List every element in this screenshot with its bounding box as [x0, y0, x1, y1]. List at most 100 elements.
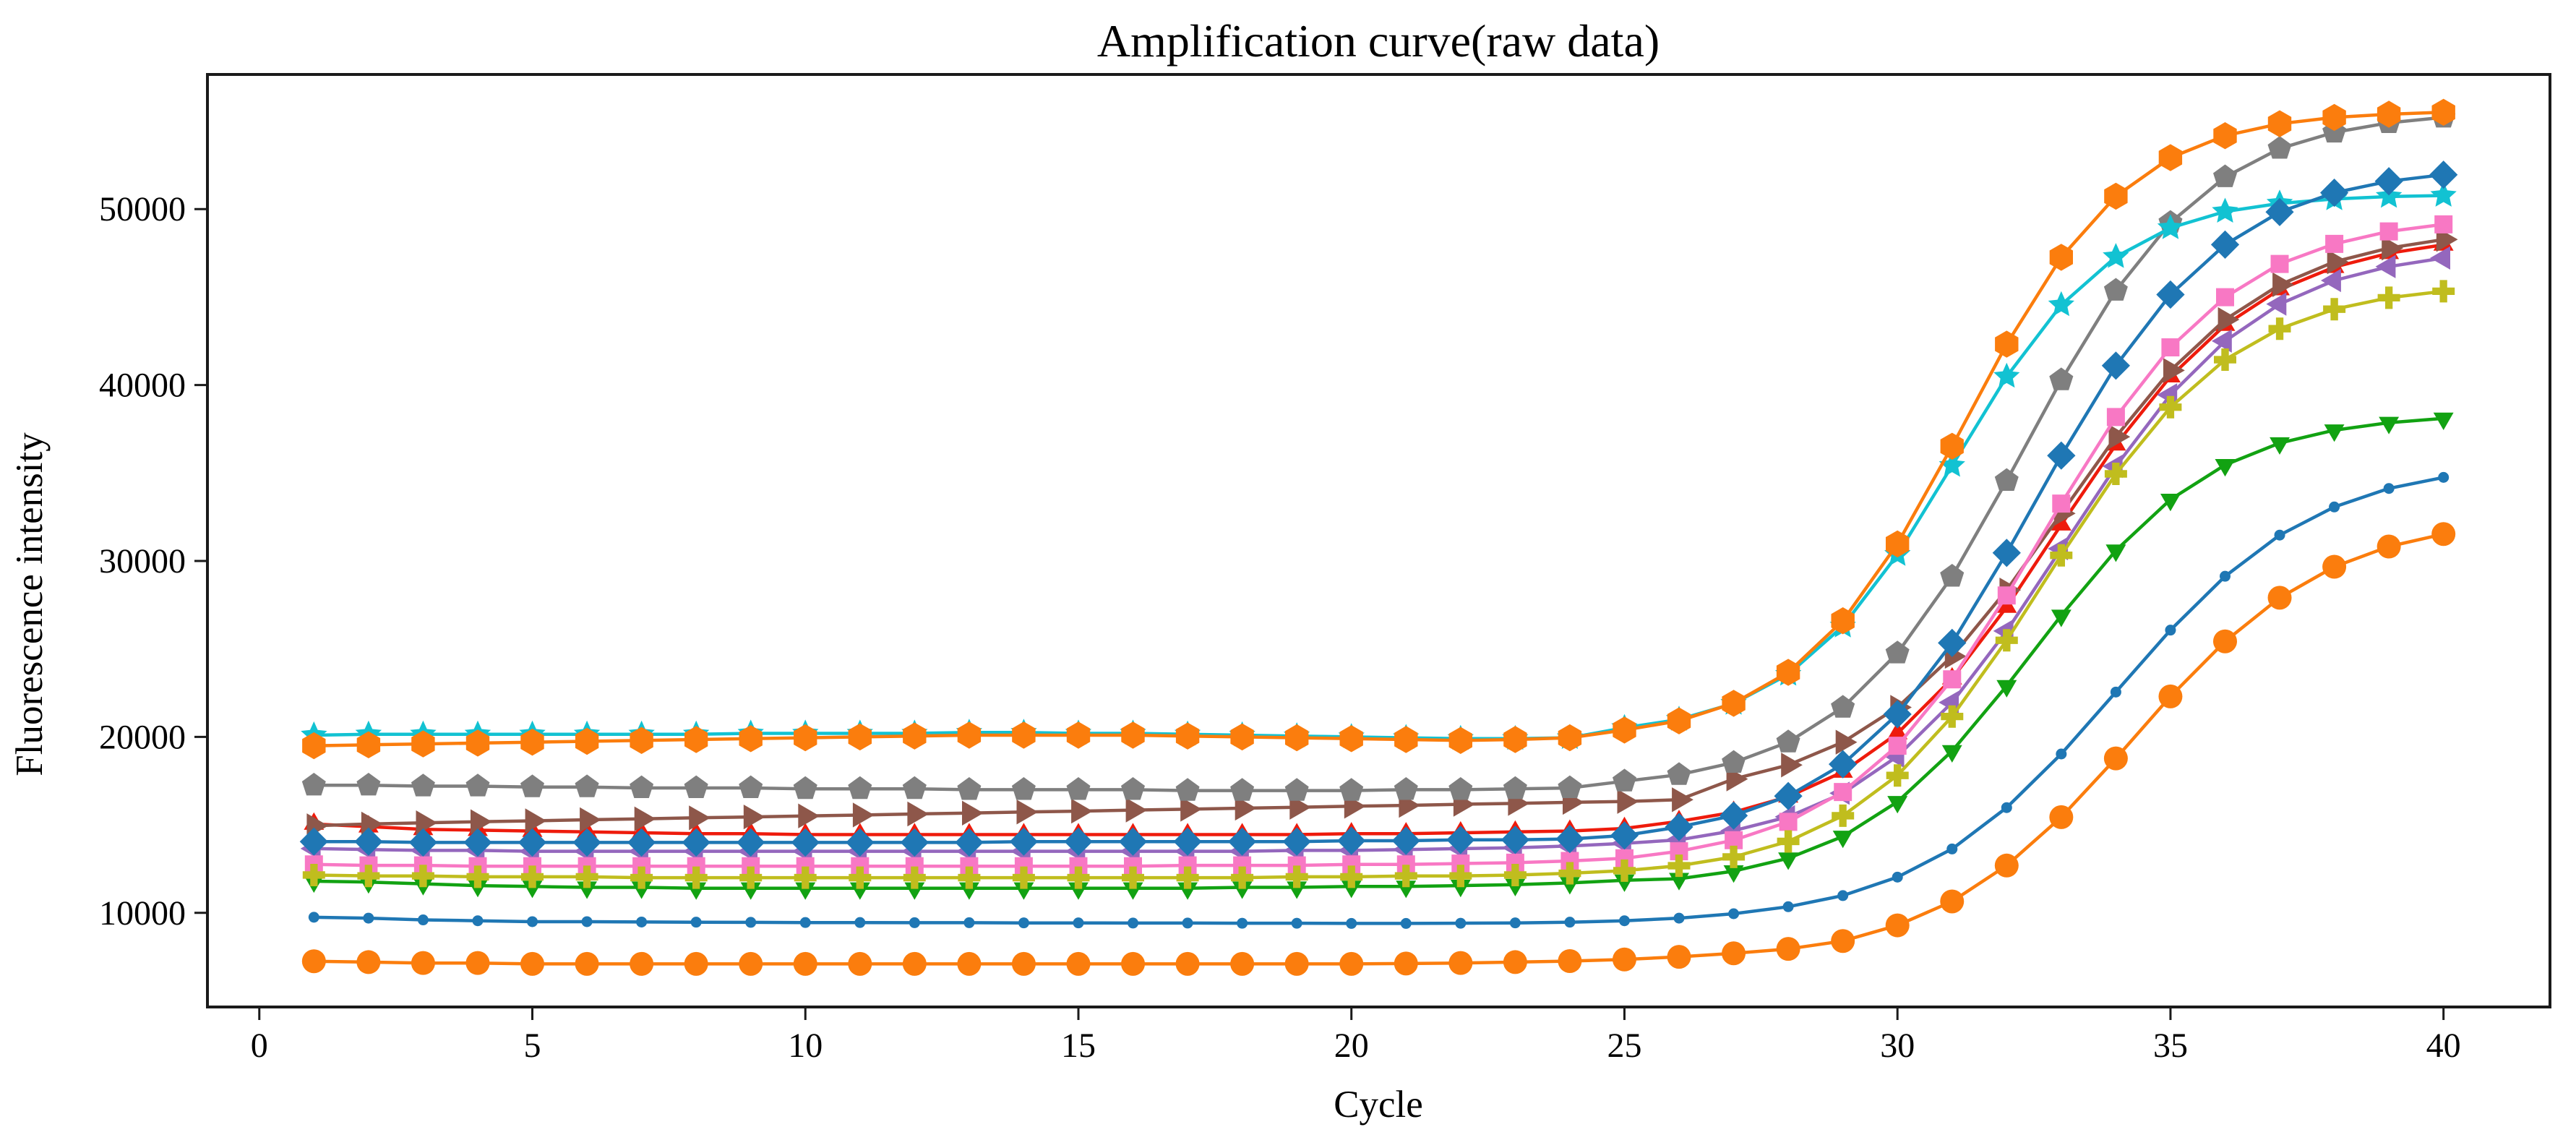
hexagon-marker	[1831, 607, 1855, 635]
hexagon-marker	[739, 725, 763, 753]
point-marker	[308, 912, 319, 923]
triangle-right-marker	[1235, 795, 1257, 821]
circle-marker	[1667, 945, 1691, 969]
diamond-marker	[1337, 826, 1366, 855]
square-marker	[1943, 670, 1962, 689]
diamond-marker	[2101, 351, 2130, 380]
square-marker	[2325, 234, 2344, 253]
point-marker	[2383, 483, 2395, 494]
circle-marker	[2103, 746, 2128, 771]
point-marker	[363, 912, 374, 924]
pentagon-marker	[1776, 729, 1800, 753]
hexagon-marker	[2431, 98, 2455, 126]
star-marker	[1939, 452, 1965, 477]
square-marker	[2270, 254, 2289, 273]
triangle-down-marker	[686, 882, 707, 900]
series-3-line	[312, 416, 2445, 890]
plus-marker	[1613, 859, 1636, 882]
diamond-marker	[1173, 827, 1202, 856]
triangle-right-marker	[798, 803, 820, 828]
circle-marker	[1121, 951, 1146, 976]
triangle-down-marker	[958, 882, 979, 900]
diamond-marker	[846, 828, 875, 857]
hexagon-marker	[794, 724, 817, 752]
diamond-marker	[737, 828, 765, 857]
x-tick-label: 30	[1880, 1027, 1915, 1065]
square-marker	[1178, 856, 1197, 875]
star-marker	[2103, 243, 2129, 268]
point-marker	[909, 917, 920, 928]
diamond-marker	[1118, 827, 1148, 856]
circle-marker	[1339, 951, 1364, 976]
circle-marker	[1612, 947, 1636, 972]
point-marker	[417, 914, 429, 926]
diamond-marker	[1064, 827, 1093, 856]
triangle-down-marker	[1068, 882, 1089, 900]
triangle-right-marker	[2327, 249, 2349, 275]
plus-marker	[1777, 830, 1800, 853]
triangle-right-marker	[634, 806, 656, 831]
plus-marker	[521, 865, 544, 888]
triangle-up-marker	[2051, 513, 2071, 531]
point-marker	[2219, 570, 2231, 582]
hexagon-marker	[465, 729, 490, 757]
x-axis-label: Cycle	[1334, 1084, 1423, 1126]
triangle-down-marker	[1396, 880, 1417, 899]
plus-marker	[1122, 866, 1144, 889]
x-tick-label: 20	[1334, 1027, 1369, 1065]
plus-marker	[794, 866, 817, 889]
plus-marker	[958, 866, 981, 889]
circle-marker	[520, 951, 545, 976]
triangle-up-marker	[1887, 721, 1908, 740]
circle-marker	[739, 951, 763, 976]
pentagon-marker	[630, 775, 654, 798]
square-marker	[1124, 857, 1142, 875]
triangle-down-marker	[2324, 424, 2345, 442]
plus-marker	[903, 866, 926, 889]
hexagon-marker	[356, 731, 381, 758]
triangle-left-marker	[2430, 246, 2450, 270]
pentagon-marker	[739, 775, 763, 798]
x-tick-label: 35	[2153, 1027, 2188, 1065]
triangle-left-marker	[2211, 329, 2232, 353]
plus-marker	[1558, 862, 1581, 885]
circle-marker	[411, 951, 435, 975]
pentagon-marker	[1284, 778, 1309, 801]
hexagon-marker	[302, 732, 326, 760]
triangle-down-marker	[2379, 416, 2400, 434]
plus-marker	[1667, 854, 1691, 878]
square-marker	[1615, 849, 1633, 867]
triangle-right-marker	[471, 809, 492, 834]
point-marker	[1128, 917, 1139, 929]
plot-series-layer: 0 5 10 15 20 25 30 35 40 10000 20000 30000 40000 5000…	[99, 98, 2461, 1065]
diamond-marker	[1938, 628, 1967, 657]
hexagon-marker	[1558, 724, 1582, 752]
circle-marker	[957, 951, 982, 976]
square-marker	[1725, 831, 1743, 849]
series-7-line	[312, 223, 2445, 868]
triangle-right-marker	[743, 805, 765, 830]
triangle-right-marker	[2217, 307, 2240, 333]
triangle-down-marker	[1013, 882, 1034, 900]
square-marker	[2216, 288, 2234, 307]
point-marker	[1400, 917, 1412, 929]
circle-marker	[1558, 948, 1582, 973]
pentagon-marker	[520, 774, 544, 797]
plus-marker	[2323, 298, 2346, 321]
point-marker	[1291, 917, 1302, 929]
triangle-right-marker	[907, 801, 929, 827]
diamond-marker	[299, 827, 328, 856]
circle-marker	[1994, 853, 2019, 878]
triangle-right-marker	[416, 810, 438, 836]
triangle-down-marker	[522, 880, 543, 899]
triangle-right-marker	[1125, 797, 1148, 823]
pentagon-marker	[684, 775, 708, 798]
diamond-marker	[1228, 827, 1257, 856]
triangle-right-marker	[1835, 729, 1858, 755]
triangle-right-marker	[2382, 236, 2403, 261]
circle-marker	[575, 951, 599, 976]
plus-marker	[1176, 866, 1199, 889]
series-1-line	[312, 476, 2445, 925]
diamond-marker	[1883, 700, 1912, 729]
square-marker	[1233, 856, 1252, 875]
